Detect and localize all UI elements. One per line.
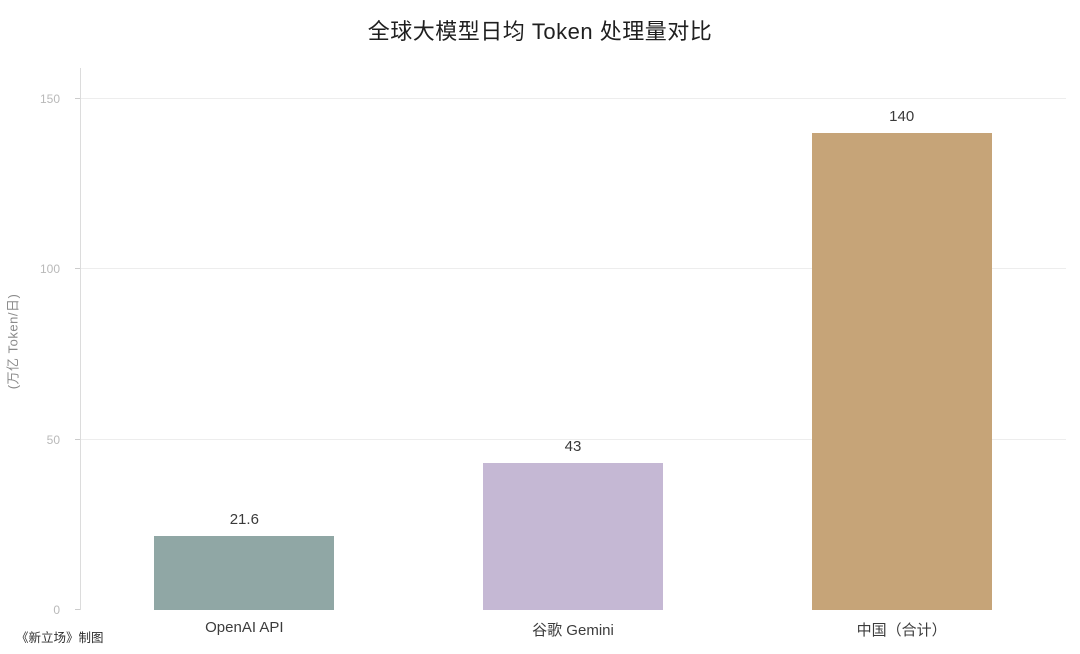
bar-column: 43 谷歌 Gemini — [409, 68, 738, 639]
gridline — [81, 438, 1066, 440]
bar-OpenAI API — [154, 536, 335, 610]
bar-value-label: 21.6 — [229, 511, 259, 529]
bar-value-label: 43 — [564, 438, 582, 456]
y-tick-mark — [75, 268, 80, 270]
bar-column: 140 中国（合计） — [737, 68, 1066, 639]
y-tick-label: 150 — [39, 91, 60, 106]
gridline — [81, 97, 1066, 99]
y-axis-tick-labels: 0 50 100 150 — [0, 68, 70, 617]
y-tick-label: 100 — [39, 262, 60, 277]
y-tick-mark — [75, 97, 80, 99]
credit-text: 《新立场》制图 — [16, 631, 104, 645]
y-axis-line — [80, 68, 81, 610]
x-axis-category-label: 谷歌 Gemini — [532, 622, 614, 639]
x-axis-category-label: 中国（合计） — [856, 622, 947, 639]
y-tick-mark — [75, 438, 80, 440]
x-axis-category-label: OpenAI API — [205, 619, 284, 636]
bar-value-label: 140 — [889, 107, 915, 125]
plot-area: 21.6 OpenAI API 43 谷歌 Gemini 140 中国（合计） — [75, 68, 1066, 639]
y-tick-mark — [75, 609, 80, 610]
bar-中国（合计） — [811, 132, 992, 610]
y-tick-label: 0 — [53, 603, 60, 617]
bar-谷歌 Gemini — [482, 463, 663, 610]
gridline — [81, 268, 1066, 270]
chart-title: 全球大模型日均 Token 处理量对比 — [367, 19, 713, 44]
bar-column: 21.6 OpenAI API — [80, 68, 409, 636]
y-tick-label: 50 — [46, 432, 60, 447]
